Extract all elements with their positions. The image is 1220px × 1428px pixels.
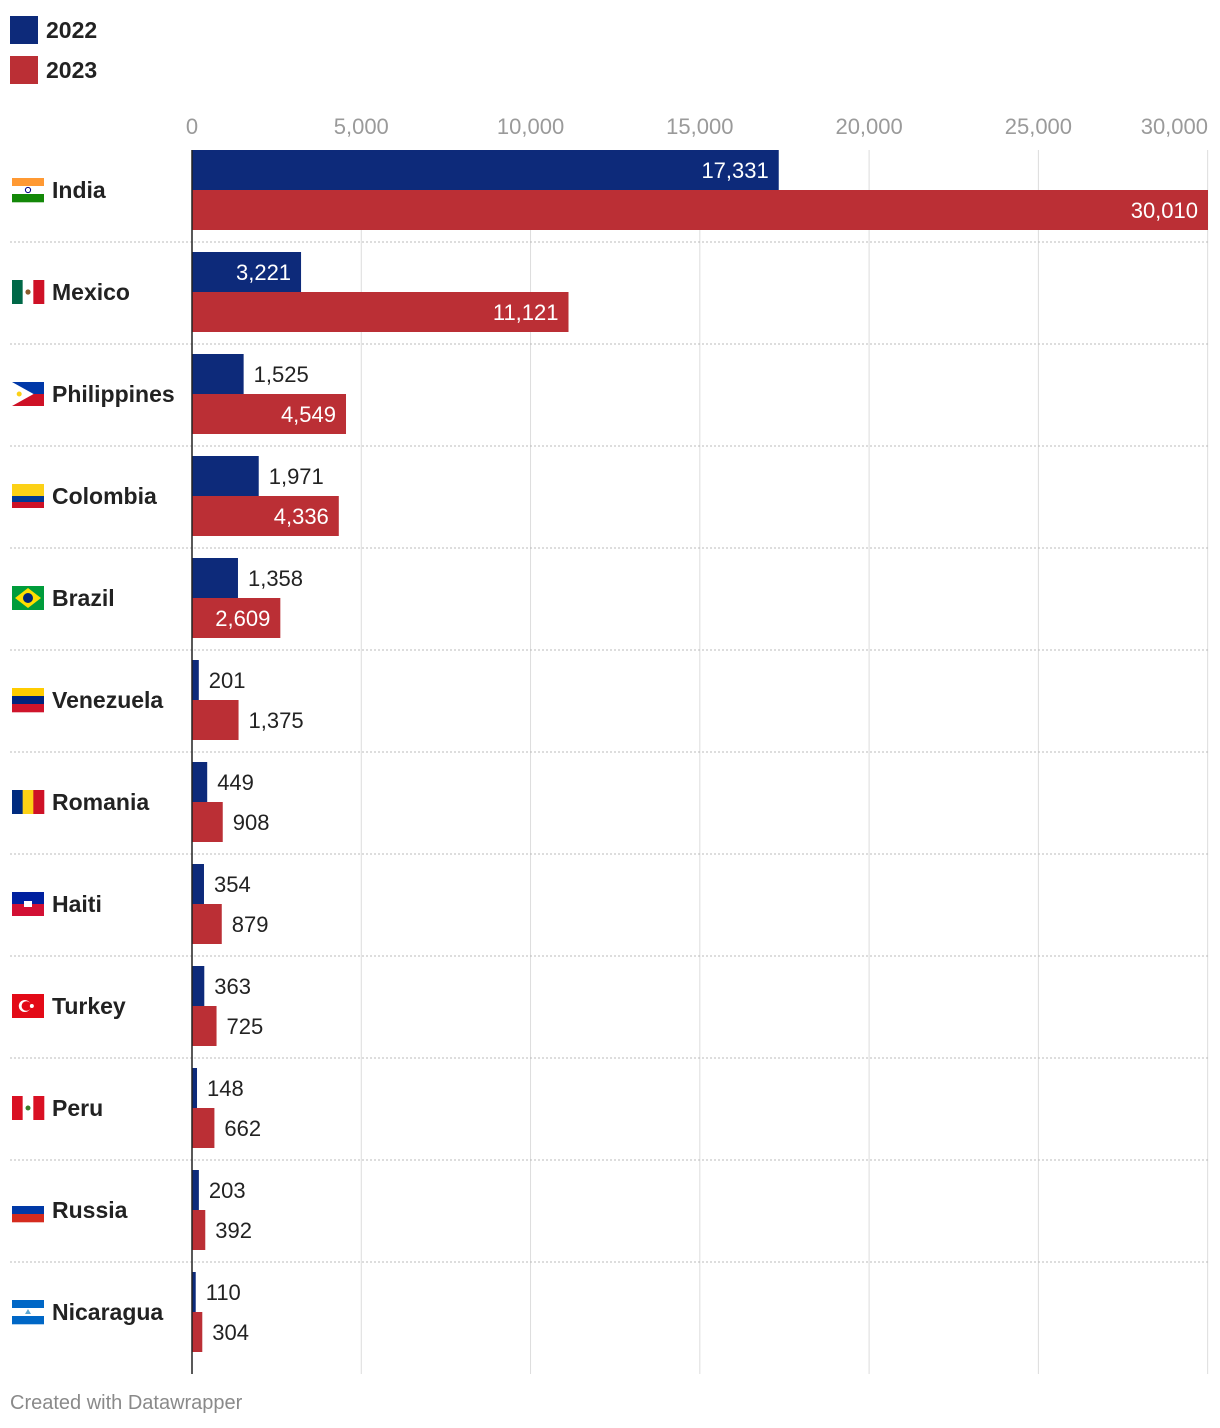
- value-label-2022: 449: [217, 770, 254, 795]
- india-flag-icon: [12, 178, 44, 203]
- category-label: Mexico: [52, 279, 130, 305]
- x-tick-label: 15,000: [666, 114, 733, 139]
- category-label: Philippines: [52, 381, 175, 407]
- value-label-2022: 110: [206, 1280, 241, 1305]
- bar-2022: [192, 1272, 196, 1312]
- turkey-flag-icon: [12, 994, 44, 1018]
- legend-label-2023: 2023: [46, 56, 98, 83]
- legend-item-2022: 2022: [10, 10, 97, 50]
- bar-2023: [192, 1006, 217, 1046]
- value-label-2022: 354: [214, 872, 251, 897]
- value-label-2022: 1,358: [248, 566, 303, 591]
- bar-2022: [192, 1068, 198, 1108]
- x-tick-label: 25,000: [1005, 114, 1072, 139]
- credit-text: Created with Datawrapper: [10, 1392, 243, 1414]
- category-label: Peru: [52, 1095, 103, 1121]
- value-label-2023: 4,549: [281, 402, 336, 427]
- bar-2023: [192, 1312, 203, 1352]
- category-label: Russia: [52, 1197, 128, 1223]
- value-label-2022: 203: [209, 1178, 246, 1203]
- value-label-2023: 30,010: [1131, 198, 1198, 223]
- bar-2022: [192, 1170, 199, 1210]
- x-tick-label: 0: [186, 114, 198, 139]
- category-label: Romania: [52, 789, 149, 815]
- bar-2022: [192, 966, 205, 1006]
- russia-flag-icon: [12, 1198, 44, 1223]
- legend: 2022 2023: [10, 10, 97, 90]
- category-label: Haiti: [52, 891, 102, 917]
- haiti-flag-icon: [12, 892, 44, 916]
- value-label-2022: 1,971: [269, 464, 324, 489]
- x-tick-label: 10,000: [497, 114, 564, 139]
- bar-2023: [192, 496, 339, 536]
- bar-2023: [192, 598, 281, 638]
- bar-chart: 0 5,000 10,000 15,000 20,000 25,000 30,000 Indi…: [10, 114, 1209, 1374]
- value-label-2022: 17,331: [701, 158, 768, 183]
- value-label-2023: 908: [233, 810, 270, 835]
- bar-2023: [192, 190, 1208, 230]
- value-label-2022: 3,221: [236, 260, 291, 285]
- x-tick-label: 5,000: [334, 114, 389, 139]
- value-label-2023: 392: [215, 1218, 252, 1243]
- category-label: Turkey: [52, 993, 126, 1019]
- value-label-2022: 201: [209, 668, 246, 693]
- x-tick-label: 20,000: [835, 114, 902, 139]
- bar-2023: [192, 394, 347, 434]
- legend-swatch-2022: [10, 16, 38, 44]
- category-label: India: [52, 177, 106, 203]
- value-label-2023: 879: [232, 912, 269, 937]
- bar-2022: [192, 762, 208, 802]
- bar-2023: [192, 700, 239, 740]
- bar-2022: [192, 252, 302, 292]
- peru-flag-icon: [12, 1096, 45, 1120]
- philippines-flag-icon: [12, 382, 44, 406]
- brazil-flag-icon: [12, 586, 44, 610]
- value-label-2022: 148: [207, 1076, 244, 1101]
- bar-2023: [192, 1210, 206, 1250]
- bar-2023: [192, 292, 569, 332]
- category-label: Nicaragua: [52, 1299, 163, 1325]
- romania-flag-icon: [12, 790, 45, 814]
- value-label-2022: 363: [214, 974, 251, 999]
- value-label-2022: 1,525: [254, 362, 309, 387]
- value-label-2023: 725: [227, 1014, 264, 1039]
- legend-label-2022: 2022: [46, 16, 98, 43]
- value-label-2023: 4,336: [274, 504, 329, 529]
- value-label-2023: 11,121: [493, 300, 559, 325]
- legend-swatch-2023: [10, 56, 38, 84]
- bar-2022: [192, 660, 199, 700]
- bar-2023: [192, 802, 223, 842]
- category-label: Venezuela: [52, 687, 163, 713]
- venezuela-flag-icon: [12, 688, 44, 713]
- nicaragua-flag-icon: [12, 1300, 44, 1325]
- bar-2022: [192, 456, 259, 496]
- bar-2022: [192, 864, 204, 904]
- bar-2022: [192, 150, 779, 190]
- value-label-2023: 1,375: [249, 708, 304, 733]
- category-label: Colombia: [52, 483, 157, 509]
- bar-2023: [192, 1108, 215, 1148]
- legend-item-2023: 2023: [10, 50, 97, 90]
- bar-2022: [192, 558, 238, 598]
- x-tick-label: 30,000: [1141, 114, 1208, 139]
- colombia-flag-icon: [12, 484, 44, 508]
- mexico-flag-icon: [12, 280, 45, 304]
- category-label: Brazil: [52, 585, 115, 611]
- value-label-2023: 662: [224, 1116, 261, 1141]
- value-label-2023: 304: [212, 1320, 249, 1345]
- bar-2022: [192, 354, 244, 394]
- bar-2023: [192, 904, 222, 944]
- value-label-2023: 2,609: [215, 606, 270, 631]
